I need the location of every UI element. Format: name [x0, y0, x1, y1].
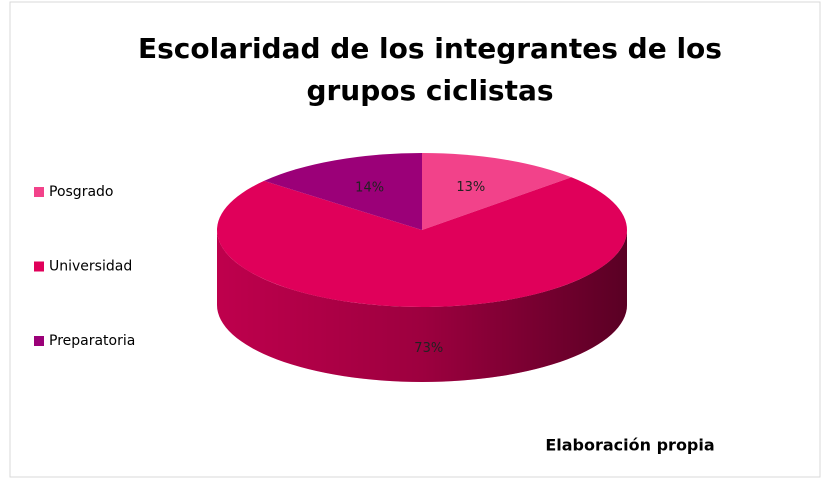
pie-slice	[422, 153, 572, 230]
data-label: 14%	[355, 181, 384, 196]
pie-slice	[264, 153, 422, 230]
pie-slice	[217, 177, 628, 307]
annotation: Elaboración propia	[545, 436, 714, 455]
data-label: 13%	[456, 180, 485, 195]
data-label: 73%	[414, 341, 443, 356]
legend-label: Universidad	[49, 259, 132, 275]
legend-swatch	[34, 336, 44, 346]
legend-label: Preparatoria	[49, 333, 135, 349]
pie-side-shade	[217, 230, 627, 382]
legend-label: Posgrado	[49, 184, 113, 200]
legend-swatch	[34, 187, 44, 197]
chart-title: Escolaridad de los integrantes de los gr…	[138, 32, 722, 107]
chart-frame	[9, 1, 821, 478]
legend-swatch	[34, 261, 44, 272]
